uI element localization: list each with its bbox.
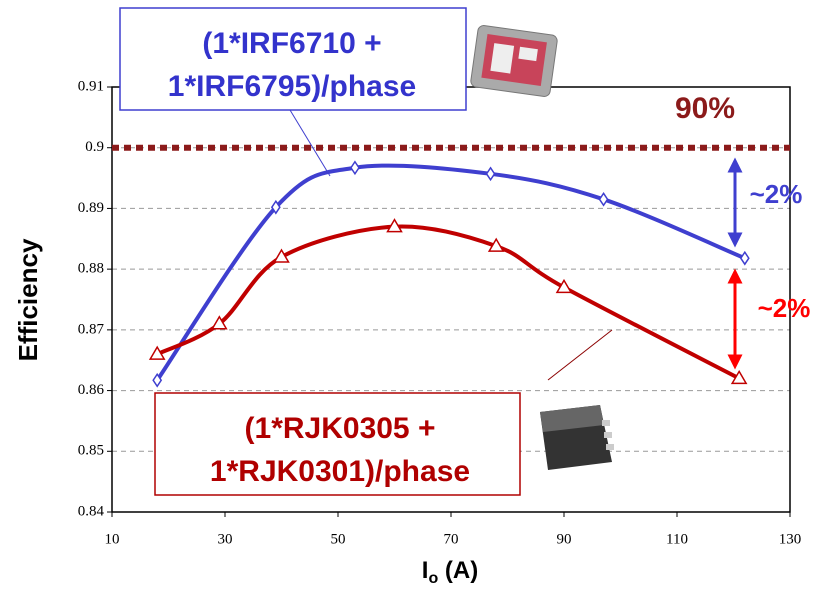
marker (270, 199, 281, 215)
annotation: ~2% (758, 293, 811, 323)
legend-box (119, 7, 467, 111)
x-label-main: I (422, 557, 429, 584)
series-line (156, 224, 741, 381)
y-tick-label: 0.86 (78, 382, 105, 398)
y-tick-label: 0.91 (78, 78, 104, 94)
legend-box (154, 392, 521, 496)
x-label-sub: o (428, 570, 438, 587)
marker (485, 166, 496, 182)
x-label-rest: (A) (438, 557, 478, 584)
y-tick-label: 0.85 (78, 443, 104, 459)
marker (148, 345, 166, 360)
marker (211, 315, 228, 330)
legend-text: 1*RJK0301)/phase (210, 455, 470, 488)
x-tick-label: 70 (444, 531, 459, 547)
marker (739, 250, 750, 266)
x-tick-label: 90 (557, 531, 572, 547)
x-axis-label: Io (A) (422, 557, 478, 587)
chip-icon (540, 405, 614, 470)
y-tick-label: 0.84 (78, 503, 105, 519)
x-tick-label: 50 (331, 531, 346, 547)
y-tick-label: 0.88 (78, 261, 104, 277)
pointer (547, 329, 613, 381)
marker (487, 237, 505, 252)
pointer (289, 109, 331, 177)
marker (555, 278, 573, 294)
series-line (155, 163, 746, 382)
marker (730, 369, 748, 385)
x-tick-label: 10 (105, 531, 120, 547)
legend-text: (1*RJK0305 + (245, 412, 436, 445)
marker (273, 248, 290, 263)
marker (350, 160, 360, 176)
x-tick-label: 130 (779, 531, 802, 547)
legend-text: 1*IRF6795)/phase (168, 70, 416, 103)
chip-icon (470, 25, 558, 97)
marker (152, 372, 163, 388)
x-tick-label: 110 (666, 531, 688, 547)
x-tick-label: 30 (218, 531, 233, 547)
y-tick-label: 0.89 (78, 200, 104, 216)
annotation: ~2% (750, 179, 803, 209)
y-axis-label: Efficiency (13, 238, 43, 361)
marker (598, 191, 609, 207)
y-tick-label: 0.87 (78, 321, 105, 337)
marker (386, 218, 403, 233)
reference-label: 90% (675, 92, 735, 125)
y-tick-label: 0.9 (85, 139, 104, 155)
legend-text: (1*IRF6710 + (202, 27, 381, 60)
